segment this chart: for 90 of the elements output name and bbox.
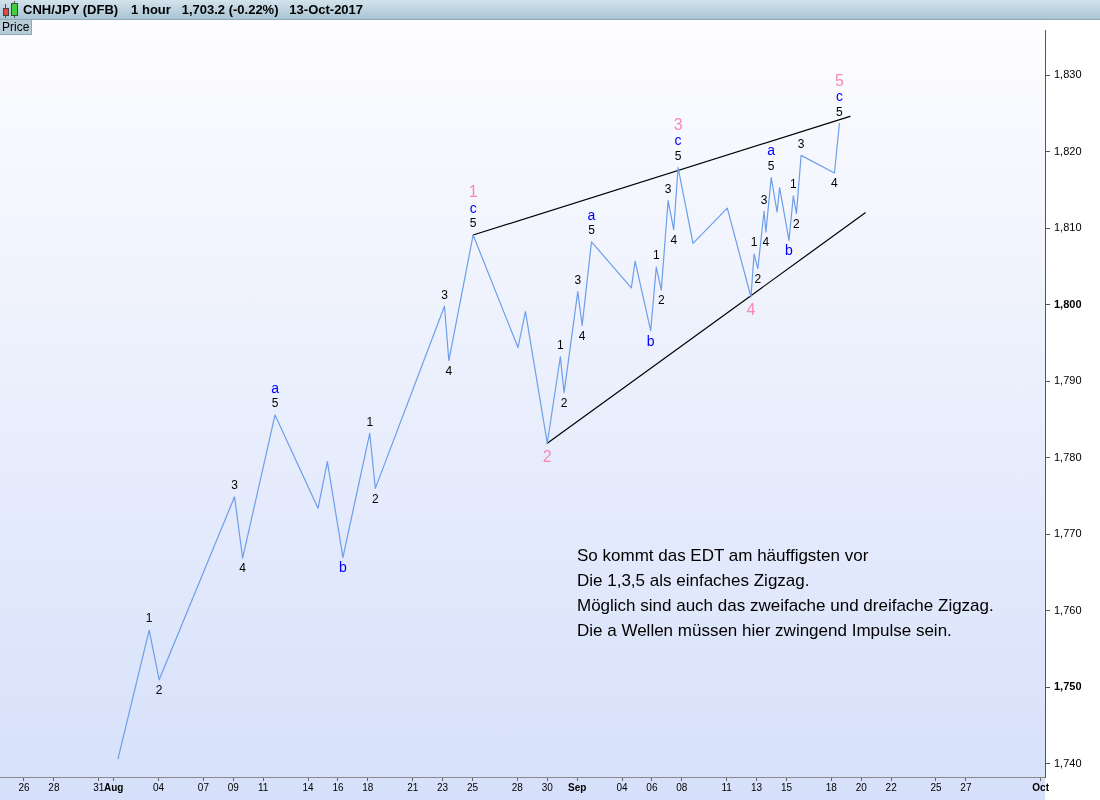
y-tick-label: 1,750	[1054, 680, 1082, 693]
x-tick-label: 30	[541, 781, 554, 793]
x-tick-label: 25	[930, 781, 942, 793]
annotation: 2	[542, 447, 552, 465]
annotation: Die 1,3,5 als einfaches Zigzag.	[577, 570, 811, 592]
y-tick-label: 1,830	[1054, 68, 1082, 81]
y-tick-label: 1,760	[1054, 603, 1082, 616]
x-tick-label: 09	[227, 781, 240, 793]
annotation: 4	[670, 232, 678, 247]
annotation: 3	[673, 116, 683, 134]
annotation: 1	[366, 414, 374, 429]
annotation: 5	[469, 216, 477, 231]
annotation: 1	[468, 183, 478, 201]
annotation: c	[469, 199, 477, 216]
annotation: Möglich sind auch das zweifache und dreifache Zigzag.	[577, 595, 994, 617]
annotation: a	[587, 206, 596, 223]
annotation: 3	[231, 478, 239, 493]
x-tick-label: 11	[721, 781, 733, 793]
annotation: 1	[750, 235, 758, 250]
annotation: 4	[578, 328, 586, 343]
y-tick-label: 1,770	[1054, 527, 1082, 540]
annotation: a	[767, 142, 776, 159]
y-tick-label: 1,820	[1054, 144, 1082, 157]
x-tick-label: 28	[511, 781, 524, 793]
annotation: 5	[271, 396, 279, 411]
x-tick-label: 04	[616, 781, 629, 793]
x-tick-label: 18	[825, 781, 838, 793]
annotation: 1	[557, 338, 564, 353]
annotation: 3	[574, 272, 582, 287]
annotation: 3	[441, 287, 449, 302]
chart-subtitle: 1 hour 1,703.2 (-0.22%) 13-Oct-2017	[131, 2, 364, 17]
y-tick-label: 1,800	[1054, 297, 1082, 310]
y-tick-label: 1,780	[1054, 450, 1082, 463]
annotation: 2	[793, 216, 801, 231]
annotation: 2	[657, 293, 665, 308]
annotation: 2	[371, 491, 379, 506]
x-tick-label: 08	[676, 781, 688, 793]
annotation: 3	[797, 136, 805, 151]
x-tick-label: 21	[407, 781, 419, 793]
x-tick-label: 28	[48, 781, 60, 793]
annotation: 5	[834, 71, 844, 89]
y-axis-title: Price	[0, 20, 33, 35]
x-tick-label: 20	[855, 781, 868, 793]
x-tick-label: 23	[437, 781, 449, 793]
x-tick-label: 16	[332, 781, 344, 793]
annotation: So kommt das EDT am häuffigsten vor	[577, 545, 870, 567]
annotation: 2	[560, 396, 568, 411]
annotation: c	[835, 88, 843, 105]
x-tick-label: 25	[466, 781, 479, 793]
x-tick-label: 04	[152, 781, 165, 793]
x-tick-label: 27	[960, 781, 972, 793]
y-tick-label: 1,790	[1054, 374, 1082, 387]
x-tick-label: Oct	[1032, 781, 1050, 793]
annotation: 5	[674, 148, 682, 163]
annotation: 2	[754, 271, 762, 286]
x-tick-label: 07	[197, 781, 210, 793]
annotation: 3	[664, 181, 672, 196]
annotation: 5	[588, 223, 596, 238]
annotation: 4	[762, 235, 770, 250]
annotation: Die a Wellen müssen hier zwingend Impulse sein.	[577, 620, 953, 642]
x-tick-label: 26	[18, 781, 30, 793]
x-tick-label: Sep	[567, 781, 587, 793]
annotation: a	[271, 379, 280, 396]
x-tick-label: 14	[302, 781, 315, 793]
chart-title: CNH/JPY (DFB)	[23, 2, 119, 17]
annotation: b	[785, 242, 794, 259]
annotation: 4	[831, 176, 839, 191]
x-tick-label: 18	[362, 781, 374, 793]
y-tick-label: 1,740	[1054, 757, 1082, 770]
x-tick-label: 15	[780, 781, 793, 793]
annotation: 1	[145, 611, 153, 626]
annotation: b	[646, 332, 655, 349]
annotation: c	[674, 132, 682, 149]
annotation: 5	[836, 104, 844, 119]
annotation: 3	[760, 192, 768, 207]
x-tick-label: 22	[885, 781, 898, 793]
annotation: 4	[445, 363, 453, 378]
annotation: 5	[767, 158, 775, 173]
x-tick-label: Aug	[103, 781, 124, 793]
y-tick-label: 1,810	[1054, 221, 1082, 234]
annotation: 4	[746, 301, 756, 319]
x-tick-label: 31	[93, 781, 105, 793]
x-tick-label: 13	[751, 781, 763, 793]
annotation: 2	[155, 683, 163, 698]
annotation: 1	[789, 177, 797, 192]
annotation: b	[339, 559, 348, 576]
x-tick-label: 06	[646, 781, 658, 793]
annotation: 1	[652, 248, 660, 263]
x-tick-label: 11	[258, 781, 269, 793]
annotation: 4	[239, 561, 247, 576]
